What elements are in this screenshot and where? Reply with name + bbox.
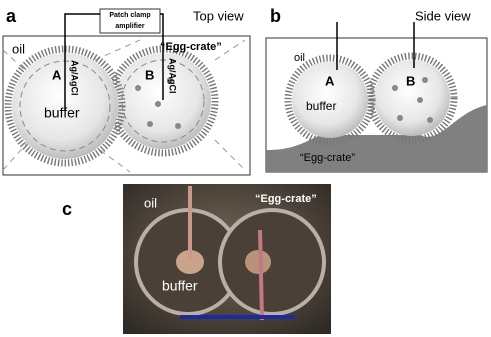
droplet-label: B — [406, 73, 415, 88]
proteins — [135, 77, 181, 129]
oil-label: oil — [144, 195, 157, 210]
electrode — [258, 229, 264, 321]
view-label: Top view — [193, 8, 244, 23]
panel-b: b Side view oil A B buffer “Egg-crate” — [265, 6, 488, 173]
wire — [64, 13, 100, 110]
droplet-label: B — [145, 67, 154, 82]
droplet — [374, 60, 450, 136]
panel-a: a Patch clamp amplifier Top view oil “Eg… — [2, 6, 251, 176]
buffer-label: buffer — [306, 99, 336, 113]
bilayer — [366, 52, 458, 144]
egg-crate-label: “Egg-crate” — [160, 41, 222, 53]
oil-label: oil — [294, 52, 305, 64]
egg-crate-label: “Egg-crate” — [300, 152, 355, 164]
egg-crate-grid — [2, 39, 246, 173]
buffer-label: buffer — [44, 105, 80, 121]
panel-label: a — [6, 6, 17, 26]
panel-label: c — [62, 199, 72, 219]
amplifier-box — [99, 8, 161, 34]
droplet-label: A — [325, 73, 335, 88]
panel-label: b — [270, 6, 281, 26]
proteins — [392, 77, 433, 123]
well — [218, 208, 326, 316]
electrode-label: Ag/AgCl — [70, 60, 80, 96]
electrode-label: Ag/AgCl — [168, 58, 178, 94]
bilayer — [284, 54, 376, 146]
buffer-label: buffer — [162, 278, 198, 294]
amplifier-label-box: Patch clamp amplifier — [109, 12, 151, 30]
oil-label: oil — [12, 41, 25, 56]
droplet — [245, 250, 271, 274]
egg-crate — [266, 105, 487, 172]
amplifier-label: Patch clamp amplifier — [109, 12, 151, 30]
wire — [160, 13, 164, 100]
droplet — [176, 250, 204, 274]
view-label: Side view — [415, 8, 471, 23]
droplet — [292, 62, 368, 138]
panel-c: c oil “Egg-crate” buffer — [62, 184, 331, 334]
droplet-label: A — [52, 67, 62, 82]
egg-crate-label: “Egg-crate” — [255, 193, 317, 205]
bilayer — [107, 45, 219, 157]
droplet — [115, 53, 211, 149]
